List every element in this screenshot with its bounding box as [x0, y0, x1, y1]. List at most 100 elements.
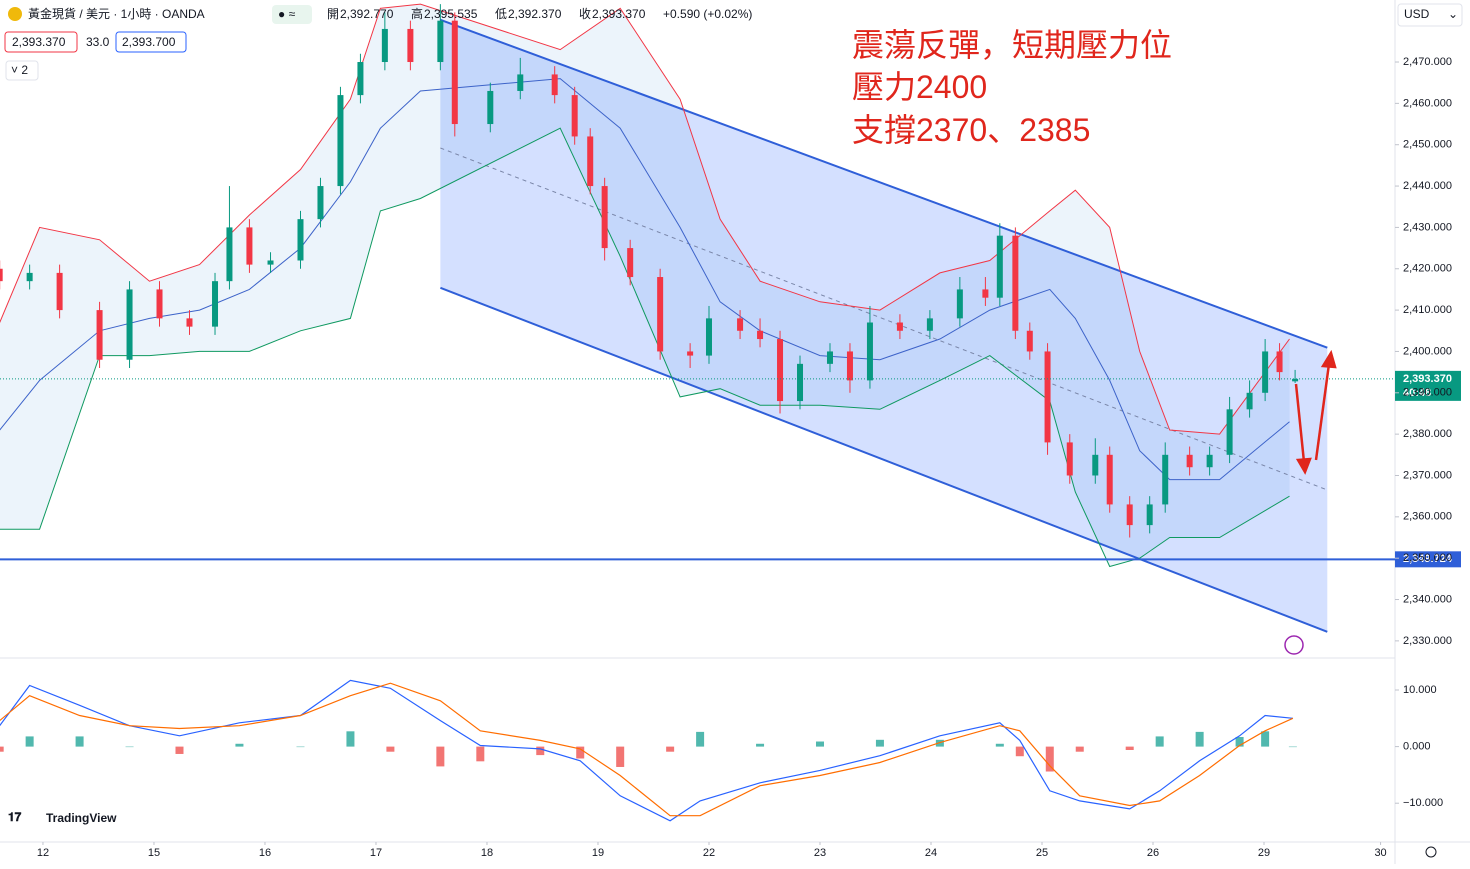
histogram-bar	[346, 731, 355, 747]
macd-line	[0, 682, 1294, 817]
histogram-bar	[1288, 746, 1297, 748]
candle-body	[1026, 330, 1033, 352]
candle-body	[926, 318, 933, 331]
x-tick-label: 16	[259, 847, 271, 859]
candle-body	[627, 248, 634, 278]
histogram-bar	[576, 746, 585, 759]
candle-body	[587, 136, 594, 187]
x-tick-label: 22	[703, 847, 715, 859]
x-tick-label: 26	[1147, 847, 1159, 859]
hline-label: 2,349.724	[1403, 553, 1453, 565]
annotation: 震蕩反彈，短期壓力位	[852, 27, 1172, 63]
close-value: 2,393.370	[592, 7, 646, 21]
annotation: 支撐2370、2385	[852, 112, 1090, 148]
candle-body	[1206, 454, 1213, 468]
candle-body	[1276, 351, 1283, 373]
candle-body	[487, 90, 494, 125]
bollinger-upper	[0, 3, 1290, 435]
candle-body	[246, 227, 253, 265]
x-tick-label: 25	[1036, 847, 1048, 859]
y-tick-label: 2,380.000	[1403, 428, 1452, 440]
candle-body	[267, 260, 274, 265]
candle-body	[982, 289, 989, 298]
x-tick-label: 24	[925, 847, 937, 859]
open-value: 2,392.770	[340, 7, 394, 21]
histogram-bar	[1155, 736, 1164, 747]
candle-body	[297, 219, 304, 261]
candle-body	[0, 268, 3, 282]
y-tick-label: 2,340.000	[1403, 593, 1452, 605]
candle-body	[1146, 504, 1153, 526]
logo: TradingView	[46, 811, 117, 825]
histogram-bar	[616, 746, 625, 767]
histogram-bar	[1075, 746, 1084, 752]
histogram-bar	[1261, 731, 1270, 747]
candle-body	[1226, 409, 1233, 455]
y-tick-label: 2,390.000	[1403, 387, 1452, 399]
histogram-bar	[875, 739, 884, 747]
histogram-bar	[1045, 746, 1054, 772]
x-tick-label: 19	[592, 847, 604, 859]
y-tick-label: −10.000	[1403, 797, 1443, 809]
histogram-bar	[1195, 731, 1204, 747]
candle-body	[1066, 442, 1073, 476]
plot-area	[0, 3, 1395, 822]
indicators-toggle[interactable]	[5, 60, 39, 81]
candle-body	[226, 227, 233, 282]
candle-body	[687, 351, 694, 356]
y-tick-label: 2,460.000	[1403, 97, 1452, 109]
candle-body	[705, 318, 712, 356]
y-tick-label: 2,420.000	[1403, 263, 1452, 275]
y-tick-label: 2,350.000	[1403, 552, 1452, 564]
candle-body	[337, 95, 344, 187]
candle-body	[1162, 454, 1169, 505]
buy-button[interactable]	[115, 31, 187, 53]
band-fill	[0, 4, 1290, 567]
candle-body	[156, 289, 163, 319]
hline-label-box	[1395, 551, 1461, 568]
candle-body	[381, 28, 388, 63]
status-badge[interactable]	[272, 5, 312, 24]
candle-body	[956, 289, 963, 319]
histogram-bar	[175, 746, 184, 754]
y-tick-label: 2,400.000	[1403, 345, 1452, 357]
candle-body	[866, 322, 873, 381]
channel-lower	[440, 286, 1328, 633]
candle-body	[357, 62, 364, 96]
candle-body	[96, 310, 103, 360]
histogram-bar	[995, 743, 1004, 747]
candle-body	[1126, 504, 1133, 526]
last-price-label: 2,393.370	[1403, 373, 1452, 385]
candle-body	[517, 74, 524, 91]
bollinger-middle	[0, 78, 1290, 481]
candle-body	[551, 74, 558, 96]
y-tick-label: 2,370.000	[1403, 469, 1452, 481]
histogram-bar	[536, 746, 545, 756]
histogram-bar	[296, 746, 305, 748]
candle-body	[737, 318, 744, 331]
sell-button[interactable]	[4, 31, 78, 53]
histogram-bar	[1015, 746, 1024, 757]
high-label: 高	[411, 6, 423, 21]
candle-body	[407, 28, 414, 63]
candle-body	[757, 330, 764, 340]
y-tick-label: 2,450.000	[1403, 139, 1452, 151]
candle-body	[317, 186, 324, 220]
status-icon: ● ≈	[278, 7, 296, 21]
candle-body	[1092, 454, 1099, 476]
candle-body	[777, 339, 784, 402]
open-label: 開	[327, 7, 339, 21]
candle-body	[896, 322, 903, 331]
currency-select[interactable]	[1397, 3, 1463, 27]
y-tick-label: 2,470.000	[1403, 56, 1452, 68]
currency-caret: ⌄	[1448, 7, 1458, 21]
x-tick-label: 12	[37, 847, 49, 859]
low-value: 2,392.370	[508, 7, 562, 21]
symbol-icon	[8, 7, 22, 21]
histogram-bar	[25, 736, 34, 747]
candle-body	[1292, 378, 1299, 382]
settings-icon[interactable]	[1425, 846, 1437, 858]
events-icon[interactable]	[1284, 635, 1304, 655]
